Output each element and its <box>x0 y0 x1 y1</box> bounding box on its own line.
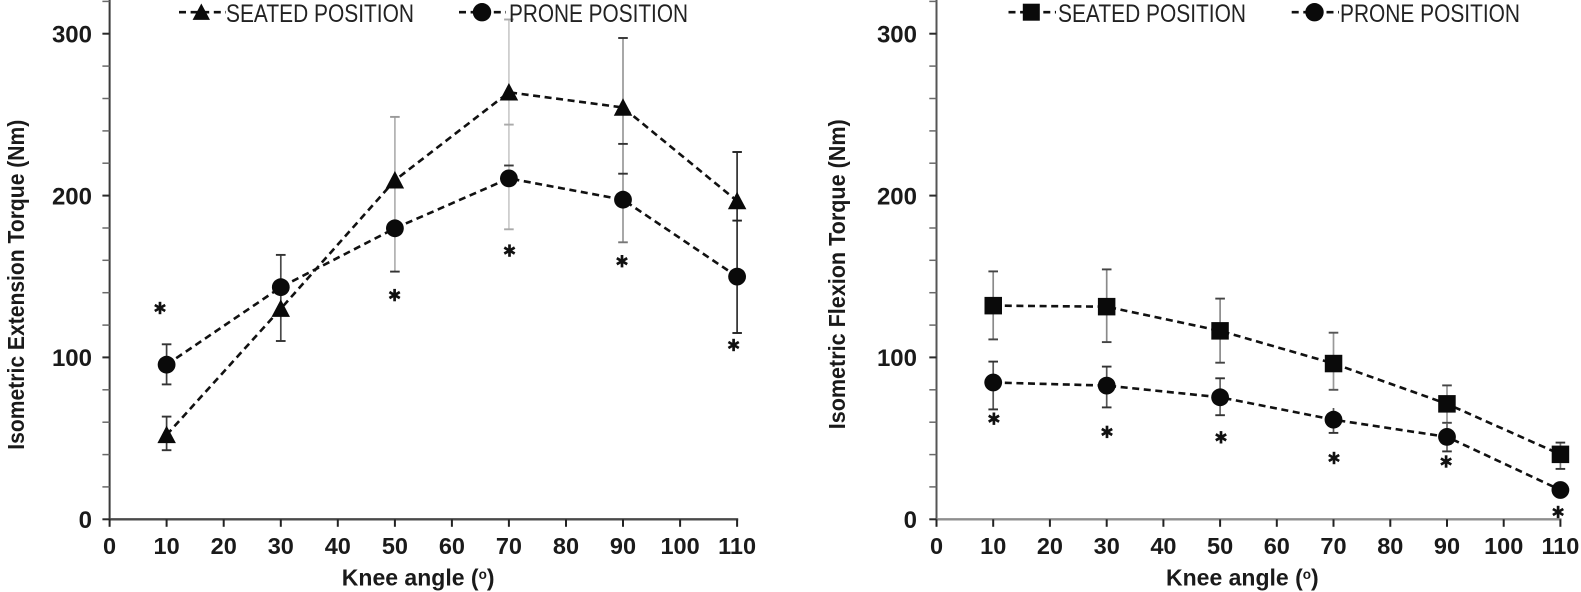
svg-text:20: 20 <box>1037 533 1063 559</box>
svg-text:70: 70 <box>1320 533 1346 559</box>
svg-text:Isometric Flexion Torque (Nm): Isometric Flexion Torque (Nm) <box>824 119 850 429</box>
svg-text:200: 200 <box>877 183 917 210</box>
svg-text:30: 30 <box>268 533 294 559</box>
svg-text:50: 50 <box>1207 533 1233 559</box>
svg-text:200: 200 <box>52 183 92 210</box>
svg-text:50: 50 <box>382 533 408 559</box>
svg-text:70: 70 <box>496 533 522 559</box>
svg-text:90: 90 <box>610 533 636 559</box>
svg-text:300: 300 <box>877 22 917 49</box>
svg-text:PRONE POSITION: PRONE POSITION <box>1340 0 1520 28</box>
svg-text:110: 110 <box>718 533 756 559</box>
svg-text:80: 80 <box>1377 533 1403 559</box>
svg-text:0: 0 <box>103 533 116 559</box>
svg-text:20: 20 <box>211 533 237 559</box>
svg-text:100: 100 <box>660 533 699 559</box>
svg-text:40: 40 <box>1150 533 1176 559</box>
svg-text:30: 30 <box>1094 533 1120 559</box>
svg-text:0: 0 <box>904 507 917 534</box>
svg-text:40: 40 <box>325 533 351 559</box>
svg-text:90: 90 <box>1434 533 1460 559</box>
svg-text:SEATED POSITION: SEATED POSITION <box>226 0 414 28</box>
svg-text:Knee angle (o): Knee angle (o) <box>342 565 495 591</box>
svg-text:SEATED POSITION: SEATED POSITION <box>1058 0 1246 28</box>
svg-text:100: 100 <box>877 345 917 372</box>
svg-text:100: 100 <box>52 345 92 372</box>
svg-text:300: 300 <box>52 22 92 49</box>
svg-text:110: 110 <box>1541 533 1579 559</box>
svg-text:100: 100 <box>1484 533 1523 559</box>
svg-text:PRONE POSITION: PRONE POSITION <box>509 0 688 28</box>
svg-text:0: 0 <box>79 507 92 534</box>
svg-text:Knee angle (o): Knee angle (o) <box>1166 565 1319 591</box>
svg-text:10: 10 <box>980 533 1006 559</box>
svg-text:0: 0 <box>930 533 943 559</box>
svg-text:10: 10 <box>154 533 180 559</box>
svg-text:80: 80 <box>553 533 579 559</box>
svg-text:60: 60 <box>439 533 465 559</box>
svg-text:Isometric Extension Torque (Nm: Isometric Extension Torque (Nm) <box>3 120 29 450</box>
svg-text:60: 60 <box>1264 533 1290 559</box>
